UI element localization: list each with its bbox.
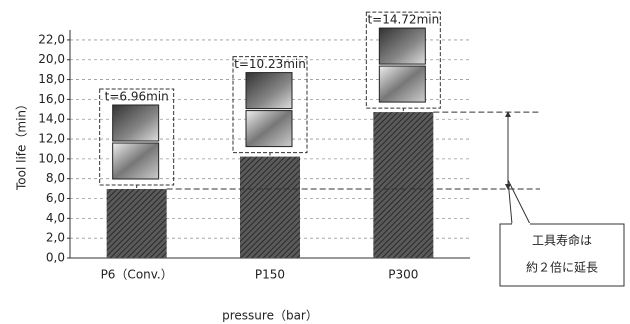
micrograph — [379, 28, 425, 64]
x-tick-label: P300 — [388, 268, 418, 282]
annotation-line: 工具寿命は — [532, 233, 592, 248]
y-tick-label: 14,0 — [38, 112, 65, 126]
micrograph — [113, 105, 159, 141]
y-tick-label: 12,0 — [38, 132, 65, 146]
value-label: t=6.96min — [105, 90, 169, 104]
value-label: t=10.23min — [234, 57, 306, 71]
y-tick-label: 18,0 — [38, 72, 65, 86]
y-tick-label: 10,0 — [38, 151, 65, 165]
chart: Tool life（min） pressure（bar） 工具寿命は 約２倍に延… — [0, 0, 630, 324]
annotation-line: 約２倍に延長 — [526, 260, 598, 275]
x-tick-label: P6（Conv.） — [101, 268, 173, 282]
y-tick-label: 0,0 — [46, 251, 65, 265]
bar — [107, 189, 167, 258]
bar — [373, 112, 433, 258]
y-tick-label: 4,0 — [46, 211, 65, 225]
y-tick-label: 2,0 — [46, 231, 65, 245]
x-axis-label: pressure（bar） — [222, 309, 318, 323]
y-tick-label: 8,0 — [46, 171, 65, 185]
value-label: t=14.72min — [367, 13, 439, 27]
y-axis-label: Tool life（min） — [15, 98, 29, 191]
micrograph — [113, 143, 159, 179]
y-tick-label: 6,0 — [46, 191, 65, 205]
y-tick-label: 16,0 — [38, 92, 65, 106]
y-tick-label: 22,0 — [38, 32, 65, 46]
y-tick-label: 20,0 — [38, 52, 65, 66]
bar — [240, 157, 300, 258]
x-tick-label: P150 — [255, 268, 285, 282]
micrograph — [246, 111, 292, 147]
micrograph — [379, 66, 425, 102]
micrograph — [246, 73, 292, 109]
callout-pointer — [508, 180, 530, 224]
